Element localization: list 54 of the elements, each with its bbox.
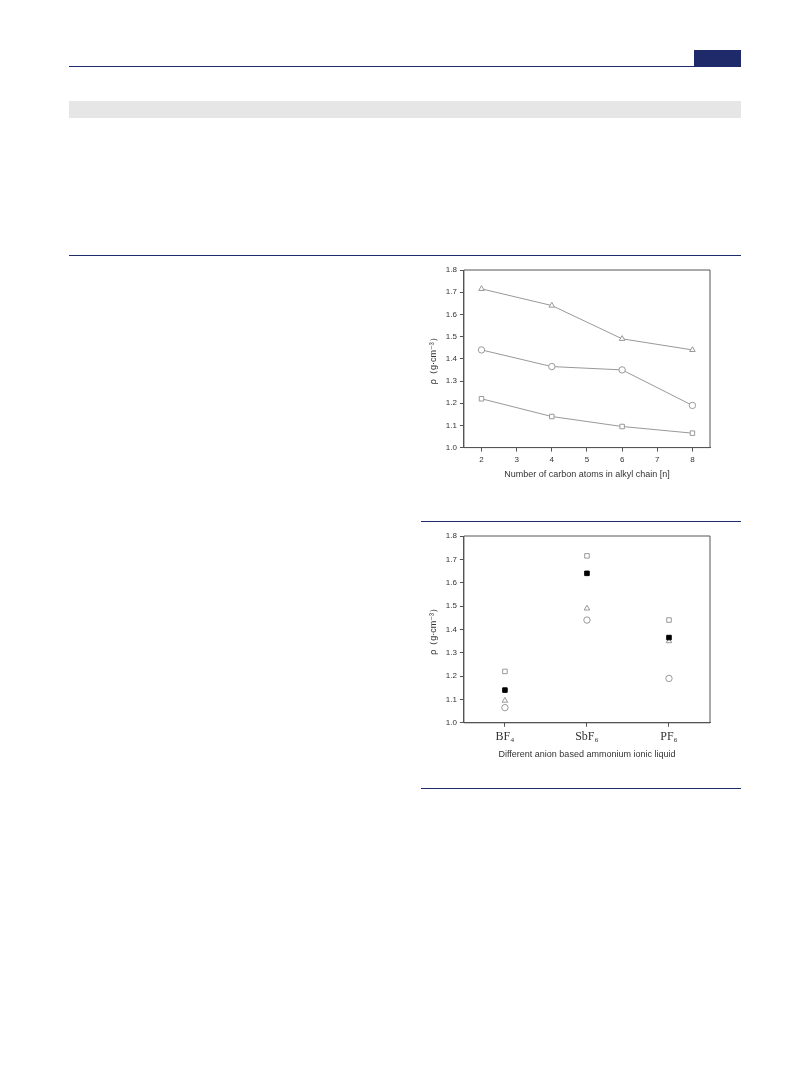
point xyxy=(619,423,625,430)
y-tick-label: 1.4 xyxy=(445,624,458,634)
x-tick-label: 2 xyxy=(479,454,485,464)
y-tick-label: 1.5 xyxy=(445,331,458,341)
point xyxy=(501,696,509,703)
point xyxy=(584,553,590,559)
y-tick-label: 1.1 xyxy=(445,694,458,704)
y-tick-label: 1.6 xyxy=(445,577,458,587)
point xyxy=(618,335,626,341)
x-tick-label: PF₆ xyxy=(660,729,678,744)
x-tick-label: 3 xyxy=(514,454,520,464)
x-tick-label: SbF₆ xyxy=(575,729,599,744)
y-tick-label: 1.7 xyxy=(445,287,458,297)
point xyxy=(618,366,626,374)
y-tick-label: 1.4 xyxy=(445,354,458,363)
y-tick-label: 1.3 xyxy=(445,376,458,386)
point xyxy=(666,617,672,623)
y-tick-label: 1.8 xyxy=(445,265,458,275)
y-tick-label: 1.2 xyxy=(445,671,458,681)
y-tick-label: 1.0 xyxy=(445,718,458,727)
x-tick-label: 6 xyxy=(619,454,625,464)
point xyxy=(688,401,697,410)
y-axis-title: ρ（g·cm⁻³） xyxy=(427,603,438,655)
point xyxy=(548,301,556,308)
point xyxy=(583,604,591,611)
x-axis-title: Different anion based ammonium ionic liquid xyxy=(498,749,676,760)
x-tick-label: 8 xyxy=(690,454,696,464)
y-axis-title: ρ（g·cm⁻³） xyxy=(427,333,438,385)
x-tick-label: 4 xyxy=(549,454,555,464)
x-tick-label: 7 xyxy=(655,454,661,464)
x-tick-label: 5 xyxy=(584,454,590,464)
y-tick-label: 1.6 xyxy=(445,309,458,319)
point xyxy=(477,346,486,354)
y-tick-label: 1.8 xyxy=(445,531,458,541)
point xyxy=(502,668,508,675)
x-tick-label: BF₄ xyxy=(495,729,515,744)
y-tick-label: 1.2 xyxy=(445,398,458,408)
point xyxy=(689,346,696,353)
point xyxy=(501,703,509,712)
point xyxy=(478,285,485,291)
point xyxy=(502,687,508,693)
point xyxy=(478,396,485,402)
point xyxy=(548,362,556,371)
y-tick-label: 1.1 xyxy=(445,420,458,430)
point xyxy=(584,570,590,577)
point xyxy=(689,430,696,436)
y-tick-label: 1.0 xyxy=(445,442,458,452)
y-tick-label: 1.3 xyxy=(445,647,458,657)
point xyxy=(665,674,673,683)
x-axis-title: Number of carbon atoms in alkyl chain [n] xyxy=(504,469,670,480)
y-tick-label: 1.7 xyxy=(445,554,458,564)
point xyxy=(583,616,591,624)
y-tick-label: 1.5 xyxy=(445,601,458,611)
point xyxy=(549,413,555,420)
